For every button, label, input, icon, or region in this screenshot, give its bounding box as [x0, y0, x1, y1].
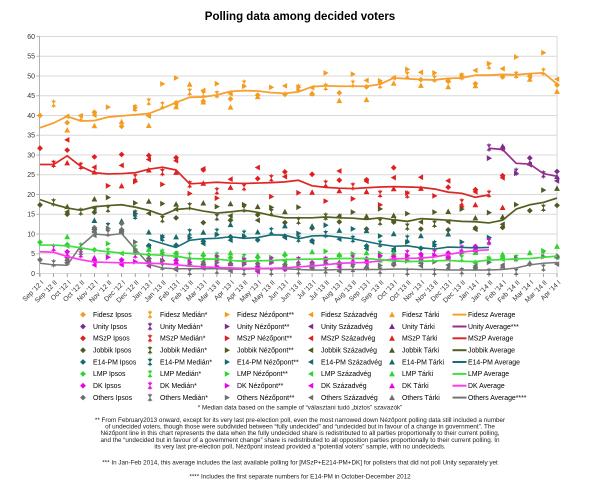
- svg-text:LMP Ipsos: LMP Ipsos: [93, 371, 126, 378]
- svg-text:Unity Tárki: Unity Tárki: [402, 324, 435, 331]
- svg-text:Others Tárki: Others Tárki: [402, 395, 440, 402]
- svg-text:Fidesz Tárki: Fidesz Tárki: [402, 312, 440, 319]
- svg-text:45: 45: [27, 93, 35, 100]
- svg-text:Others Nézőpont**: Others Nézőpont**: [237, 395, 295, 402]
- svg-text:its very last pre-election pol: its very last pre-election poll, Nézőpon…: [154, 443, 445, 450]
- svg-text:* Median data based on the sam: * Median data based on the sample of “vá…: [198, 405, 402, 412]
- svg-text:LMP Tárki: LMP Tárki: [402, 371, 434, 378]
- svg-text:MSzP Ipsos: MSzP Ipsos: [93, 336, 130, 343]
- svg-text:E14-PM Average: E14-PM Average: [468, 359, 520, 366]
- svg-text:LMP Századvég: LMP Századvég: [321, 371, 371, 378]
- svg-text:E14-PM Századvég: E14-PM Századvég: [321, 359, 382, 366]
- svg-text:E14-PM Tárki: E14-PM Tárki: [402, 359, 444, 366]
- svg-text:DK Tárki: DK Tárki: [402, 383, 429, 390]
- svg-text:25: 25: [27, 172, 35, 179]
- svg-text:** From February2013 onward, e: ** From February2013 onward, except for …: [95, 417, 505, 424]
- svg-text:DK Ipsos: DK Ipsos: [93, 383, 122, 390]
- svg-text:LMP Medián*: LMP Medián*: [160, 371, 202, 378]
- svg-text:DK Századvég: DK Századvég: [321, 383, 367, 390]
- svg-text:5: 5: [31, 251, 35, 258]
- svg-text:Others Századvég: Others Századvég: [321, 395, 378, 402]
- svg-text:MSzP Nézőpont**: MSzP Nézőpont**: [237, 336, 292, 343]
- svg-text:15: 15: [27, 212, 35, 219]
- svg-text:Fidesz Medián*: Fidesz Medián*: [160, 312, 208, 319]
- svg-text:35: 35: [27, 133, 35, 140]
- svg-text:E14-PM Ipsos: E14-PM Ipsos: [93, 359, 137, 366]
- svg-text:and the “undecided but in favo: and the “undecided but in favour of a go…: [100, 437, 500, 444]
- svg-text:40: 40: [27, 113, 35, 120]
- svg-text:Polling data among decided vot: Polling data among decided voters: [205, 11, 395, 23]
- svg-text:MSzP Századvég: MSzP Századvég: [321, 336, 375, 343]
- svg-text:Jobbik Tárki: Jobbik Tárki: [402, 348, 439, 355]
- svg-text:Others Average****: Others Average****: [468, 395, 527, 402]
- svg-text:10: 10: [27, 231, 35, 238]
- svg-text:Jobbik Századvég: Jobbik Századvég: [321, 348, 377, 355]
- svg-text:Unity Medián*: Unity Medián*: [160, 324, 203, 331]
- svg-text:Others Ipsos: Others Ipsos: [93, 395, 133, 402]
- svg-text:Unity Századvég: Unity Századvég: [321, 324, 373, 331]
- svg-text:MSzP Tárki: MSzP Tárki: [402, 336, 438, 343]
- svg-text:E14-PM Medián*: E14-PM Medián*: [160, 359, 212, 366]
- svg-text:Unity Average***: Unity Average***: [468, 324, 519, 331]
- svg-text:Jobbik Average: Jobbik Average: [468, 348, 515, 355]
- svg-text:Nézőpont line in this chart re: Nézőpont line in this chart represents t…: [100, 430, 499, 437]
- svg-text:DK Nézőpont**: DK Nézőpont**: [237, 383, 284, 390]
- svg-text:Unity Ipsos: Unity Ipsos: [93, 324, 128, 331]
- svg-text:Fidesz Századvég: Fidesz Századvég: [321, 312, 377, 319]
- svg-text:LMP Nézőpont**: LMP Nézőpont**: [237, 371, 288, 378]
- svg-text:Jobbik Ipsos: Jobbik Ipsos: [93, 348, 132, 355]
- svg-text:60: 60: [27, 34, 35, 41]
- svg-text:E14-PM Nézőpont**: E14-PM Nézőpont**: [237, 359, 299, 366]
- svg-text:Fidesz Ipsos: Fidesz Ipsos: [93, 312, 132, 319]
- svg-text:20: 20: [27, 192, 35, 199]
- svg-text:LMP Average: LMP Average: [468, 371, 509, 378]
- svg-text:50: 50: [27, 73, 35, 80]
- svg-text:Jobbik Medián*: Jobbik Medián*: [160, 348, 207, 355]
- svg-text:*** In Jan-Feb 2014, this aver: *** In Jan-Feb 2014, this average includ…: [102, 460, 498, 467]
- svg-text:**** Includes the first separa: **** Includes the first separate numbers…: [189, 474, 411, 481]
- svg-text:0: 0: [31, 271, 35, 278]
- svg-text:Others Medián*: Others Medián*: [160, 395, 208, 402]
- svg-text:Jobbik Nézőpont**: Jobbik Nézőpont**: [237, 348, 294, 355]
- svg-text:MSzP Average: MSzP Average: [468, 336, 513, 343]
- svg-text:Unity Nézőpont**: Unity Nézőpont**: [237, 324, 290, 331]
- svg-text:MSzP Medián*: MSzP Medián*: [160, 336, 206, 343]
- svg-text:30: 30: [27, 152, 35, 159]
- svg-text:DK Average: DK Average: [468, 383, 505, 390]
- svg-text:of undecided voters, though th: of undecided voters, though those were s…: [105, 424, 495, 431]
- svg-text:Fidesz Average: Fidesz Average: [468, 312, 516, 319]
- svg-text:DK Medián*: DK Medián*: [160, 383, 197, 390]
- svg-text:Fidesz Nézőpont**: Fidesz Nézőpont**: [237, 312, 294, 319]
- svg-text:55: 55: [27, 54, 35, 61]
